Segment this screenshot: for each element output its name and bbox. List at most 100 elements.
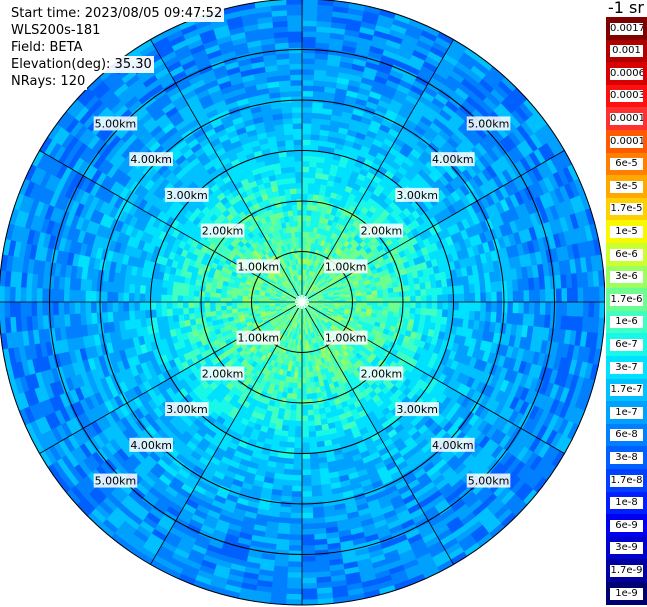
ppi-cell — [518, 373, 529, 389]
ppi-cell — [427, 266, 435, 276]
ppi-cell — [441, 125, 455, 138]
ppi-cell — [485, 165, 498, 179]
ppi-cell — [489, 375, 500, 389]
ppi-cell — [315, 31, 332, 39]
ppi-cell — [451, 277, 459, 287]
ppi-cell — [509, 220, 519, 235]
ppi-cell — [561, 288, 568, 304]
ppi-cell — [524, 154, 538, 171]
ppi-cell — [564, 199, 576, 217]
ppi-cell — [510, 347, 520, 361]
ppi-cell — [424, 315, 432, 323]
ppi-cell — [366, 298, 373, 303]
ppi-cell — [313, 272, 317, 278]
ppi-cell — [470, 390, 481, 403]
ppi-cell — [337, 242, 344, 250]
ppi-cell — [547, 354, 557, 371]
ppi-cell — [320, 321, 326, 327]
ppi-cell — [474, 404, 486, 418]
ppi-cell — [416, 39, 434, 52]
ppi-cell — [519, 202, 530, 218]
ppi-cell — [410, 416, 421, 428]
ppi-cell — [574, 195, 586, 213]
ppi-cell — [320, 288, 327, 293]
ppi-cell — [347, 282, 354, 288]
ppi-cell — [300, 577, 317, 584]
ppi-cell — [419, 203, 430, 214]
ppi-cell — [461, 78, 477, 93]
ppi-cell — [392, 311, 400, 318]
ppi-cell — [513, 231, 523, 246]
ppi-cell — [331, 251, 338, 259]
ppi-cell — [372, 407, 382, 417]
ppi-cell — [332, 322, 339, 328]
ppi-cell — [420, 428, 433, 440]
ppi-cell — [355, 272, 362, 278]
ppi-cell — [356, 298, 362, 303]
ppi-cell — [374, 24, 392, 35]
ppi-cell — [410, 366, 420, 377]
ppi-cell — [442, 196, 453, 209]
ppi-cell — [204, 306, 211, 313]
ppi-cell — [420, 334, 428, 343]
ppi-cell — [500, 490, 516, 506]
ppi-cell — [326, 242, 332, 250]
ppi-cell — [579, 331, 588, 349]
ppi-cell — [528, 437, 542, 454]
ppi-cell — [363, 158, 374, 168]
ppi-cell — [469, 524, 487, 540]
ppi-cell — [351, 277, 358, 283]
ppi-cell — [499, 211, 510, 226]
ppi-cell — [309, 270, 313, 277]
ppi-cell — [351, 248, 359, 256]
ppi-cell — [305, 236, 310, 243]
ppi-cell — [331, 158, 341, 167]
ppi-cell — [315, 167, 324, 174]
ppi-cell — [314, 272, 319, 279]
ppi-cell — [340, 244, 347, 252]
ppi-cell — [377, 14, 396, 25]
ppi-cell — [532, 476, 548, 494]
ppi-cell — [415, 453, 429, 465]
ppi-cell — [291, 485, 302, 492]
ppi-cell — [479, 395, 491, 409]
ppi-cell — [451, 212, 462, 224]
ppi-cell — [531, 166, 544, 183]
ppi-cell — [514, 191, 526, 206]
ppi-cell — [348, 79, 362, 88]
ppi-cell — [417, 240, 427, 250]
ppi-cell — [431, 294, 438, 303]
ppi-cell — [316, 26, 332, 34]
ppi-cell — [326, 141, 337, 149]
ppi-cell — [362, 140, 374, 149]
ppi-cell — [569, 330, 577, 347]
ppi-cell — [381, 407, 391, 417]
ppi-cell — [429, 122, 443, 135]
ppi-cell — [473, 358, 483, 371]
ppi-cell — [318, 303, 324, 306]
ppi-cell — [441, 396, 453, 408]
ppi-cell — [433, 203, 444, 215]
ppi-cell — [352, 108, 365, 117]
ppi-cell — [526, 325, 534, 340]
ppi-cell — [504, 222, 514, 236]
ppi-cell — [321, 289, 328, 294]
ppi-cell — [450, 269, 458, 279]
ppi-cell — [504, 394, 515, 409]
ppi-cell — [437, 230, 446, 241]
ppi-cell — [476, 419, 489, 434]
ppi-cell — [447, 474, 462, 488]
ppi-cell — [483, 230, 493, 243]
ppi-cell — [301, 410, 308, 416]
ppi-cell — [304, 285, 307, 292]
ppi-cell — [404, 330, 413, 338]
ppi-cell — [329, 125, 340, 133]
ppi-cell — [519, 157, 533, 173]
ppi-cell — [507, 457, 522, 474]
ppi-cell — [542, 123, 558, 141]
ppi-cell — [303, 291, 305, 297]
ppi-cell — [353, 137, 365, 146]
ppi-cell — [317, 305, 324, 308]
ppi-cell — [511, 443, 525, 459]
ppi-cell — [453, 503, 470, 518]
